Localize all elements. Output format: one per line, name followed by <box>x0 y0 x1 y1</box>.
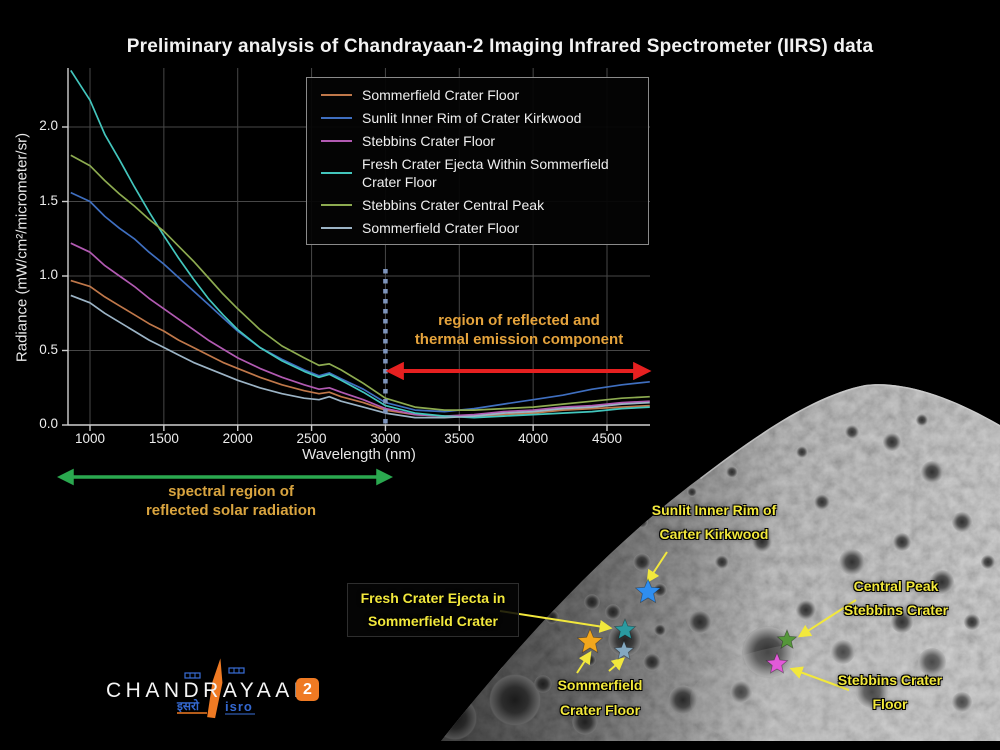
moon-label-stebbins-peak: Central Peak Stebbins Crater <box>820 574 972 622</box>
series-line-5 <box>70 294 650 419</box>
y-tick-label: 1.0 <box>39 267 58 282</box>
legend-swatch <box>321 93 352 96</box>
star-stebbins-peak <box>776 628 798 649</box>
annotation-line: spectral region of <box>168 483 294 500</box>
legend-swatch <box>321 203 352 206</box>
y-axis-label: Radiance (mW/cm²/micrometer/sr) <box>13 132 31 363</box>
pointer-arrow <box>797 599 857 638</box>
legend-item: Sommerfield Crater Floor <box>315 216 640 239</box>
moon-label-line: Carter Kirkwood <box>659 526 769 542</box>
x-tick-label: 1000 <box>74 431 106 446</box>
rocket-icon <box>207 658 223 719</box>
annotation-line: thermal emission component <box>414 331 624 348</box>
moon-markers <box>499 551 857 691</box>
thermal-region-annotation: region of reflected and thermal emission… <box>389 311 649 349</box>
legend-label: Fresh Crater Ejecta Within Sommerfield C… <box>362 155 609 190</box>
moon-label-kirkwood: Sunlit Inner Rim of Carter Kirkwood <box>624 498 804 546</box>
moon-label-line: Crater Floor <box>559 702 641 718</box>
annotation-line: region of reflected and <box>438 312 600 329</box>
chart-series <box>70 69 650 419</box>
x-tick-label: 3000 <box>370 431 401 446</box>
moon-label-line: Sommerfield <box>557 677 643 693</box>
legend-item: Stebbins Crater Central Peak <box>315 193 640 216</box>
legend-label: Sunlit Inner Rim of Crater Kirkwood <box>362 109 582 126</box>
legend-swatch <box>321 171 352 174</box>
solar-region-annotation: spectral region of reflected solar radia… <box>101 482 361 520</box>
moon-label-line: Floor <box>872 696 908 712</box>
legend-label: Stebbins Crater Floor <box>362 132 496 149</box>
star-fresh-ejecta <box>613 617 637 640</box>
legend-label: Stebbins Crater Central Peak <box>362 196 545 213</box>
y-tick-label: 0.0 <box>39 416 58 431</box>
chart-legend: Sommerfield Crater Floor Sunlit Inner Rim… <box>306 77 649 245</box>
x-tick-label: 4000 <box>518 431 549 446</box>
y-tick-label: 0.5 <box>39 341 58 357</box>
moon-label-line: Sommerfield Crater <box>368 613 498 629</box>
pointer-arrow <box>646 551 668 584</box>
chart-annotations <box>56 269 652 486</box>
legend-item: Fresh Crater Ejecta Within Sommerfield C… <box>315 152 640 193</box>
legend-item: Stebbins Crater Floor <box>315 129 640 152</box>
star-kirkwood <box>634 577 662 604</box>
chart-axes <box>62 68 650 431</box>
x-tick-label: 2000 <box>222 431 253 446</box>
moon-label-line: Stebbins Crater <box>837 672 943 688</box>
pointer-arrow <box>608 657 625 672</box>
series-line-3 <box>70 69 650 419</box>
moon-label-line: Stebbins Crater <box>843 602 949 618</box>
y-tick-label: 1.5 <box>39 192 58 208</box>
y-tick-label: 2.0 <box>39 118 58 133</box>
series-line-1 <box>70 191 650 413</box>
x-tick-label: 3500 <box>444 431 475 446</box>
chandrayaan-wordmark: CHANDRAYAAN <box>106 679 314 702</box>
pointer-arrow <box>789 666 850 691</box>
series-line-4 <box>70 154 650 411</box>
series-line-2 <box>70 242 650 417</box>
isro-logo: इसरो isro <box>176 658 255 719</box>
moon-label-sommerfield-floor: Sommerfield Crater Floor <box>535 673 665 723</box>
series-line-0 <box>70 279 650 417</box>
x-axis-label: Wavelength (nm) <box>302 446 416 463</box>
annotation-line: reflected solar radiation <box>145 502 317 519</box>
star-stebbins-floor <box>765 651 789 674</box>
moon-label-stebbins-floor: Stebbins Crater Floor <box>814 668 966 716</box>
moon-label-line: Central Peak <box>853 578 939 594</box>
legend-item: Sommerfield Crater Floor <box>315 83 640 106</box>
moon-label-line: Sunlit Inner Rim of <box>651 502 777 518</box>
legend-item: Sunlit Inner Rim of Crater Kirkwood <box>315 106 640 129</box>
page-title: Preliminary analysis of Chandrayaan-2 Im… <box>126 36 874 57</box>
star-sommerfield-gray <box>613 639 635 660</box>
star-sommerfield-orange <box>576 627 604 654</box>
x-tick-label: 1500 <box>148 431 179 446</box>
moon-label-fresh-ejecta: Fresh Crater Ejecta in Sommerfield Crate… <box>347 583 519 637</box>
moon-label-line: Fresh Crater Ejecta in <box>360 590 506 606</box>
legend-swatch <box>321 139 352 142</box>
legend-swatch <box>321 226 352 229</box>
legend-label: Sommerfield Crater Floor <box>362 86 520 103</box>
x-tick-label: 4500 <box>591 431 623 446</box>
legend-swatch <box>321 116 352 119</box>
legend-label: Sommerfield Crater Floor <box>362 219 520 236</box>
pointer-arrow <box>576 650 592 674</box>
chandrayaan-2-badge: 2 <box>296 678 319 701</box>
isro-devanagari-text: इसरो <box>176 699 200 713</box>
x-tick-label: 2500 <box>296 431 327 446</box>
isro-latin-text: isro <box>225 699 253 714</box>
